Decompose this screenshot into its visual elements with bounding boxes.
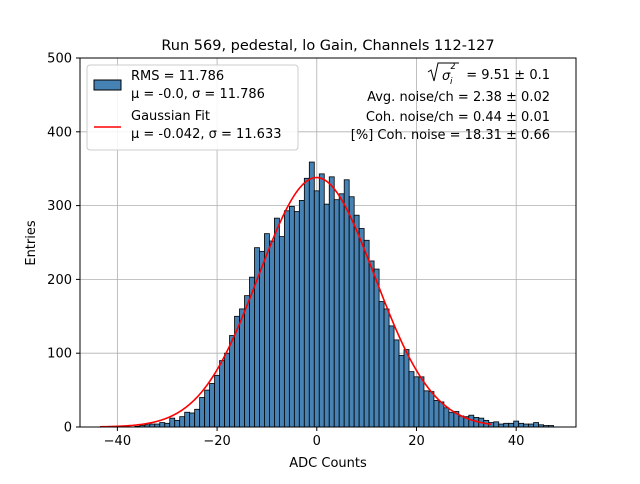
y-tick-label: 0: [64, 421, 72, 436]
histogram-bar: [433, 400, 440, 428]
histogram-bar: [508, 422, 515, 428]
histogram-bar: [189, 412, 196, 428]
noise-annotations: σ 2 i = 9.51 ± 0.1 Avg. noise/ch = 2.38 …: [351, 62, 550, 143]
histogram-bar: [323, 203, 330, 428]
histogram-bar: [269, 240, 275, 428]
coherent-noise-percent-text: [%] Coh. noise = 18.31 ± 0.66: [351, 128, 550, 143]
histogram-bar: [169, 417, 176, 428]
histogram-bar: [388, 325, 395, 428]
x-tick-label: 0: [313, 434, 321, 449]
sqrt-symbol-icon: [427, 62, 459, 82]
histogram-bar: [274, 217, 280, 428]
histogram-bar: [293, 211, 300, 428]
histogram-bar: [448, 411, 455, 428]
histogram-bar: [428, 391, 435, 428]
coherent-noise-text: Coh. noise/ch = 0.44 ± 0.01: [366, 110, 550, 125]
histogram-bar: [533, 422, 540, 428]
histogram-bar: [278, 236, 285, 428]
histogram-bar: [194, 408, 201, 428]
histogram-bar: [199, 397, 206, 428]
histogram-bar: [363, 239, 370, 428]
histogram-bar: [348, 196, 355, 428]
histogram-bar: [303, 177, 310, 428]
gaussian-fit-curve: [99, 176, 492, 428]
histogram-bar: [224, 352, 230, 428]
histogram-bar: [343, 179, 350, 428]
histogram-bar: [503, 422, 510, 428]
histogram-bar: [219, 360, 225, 428]
y-tick-label: 200: [47, 273, 72, 288]
histogram-bar: [368, 260, 375, 428]
histogram-bar: [338, 193, 345, 428]
histogram-bar: [373, 268, 380, 428]
histogram-bar: [353, 214, 360, 428]
y-tick-label: 400: [47, 125, 72, 140]
histogram-bar: [244, 295, 250, 428]
legend-box: [86, 64, 299, 151]
y-axis-label: Entries: [24, 220, 39, 266]
histogram-bar: [264, 233, 270, 428]
x-tick-label: 20: [408, 434, 425, 449]
x-tick-label: 40: [508, 434, 525, 449]
histogram-bar: [318, 173, 325, 428]
histogram-bar: [358, 228, 365, 428]
histogram-bar: [518, 422, 525, 428]
x-tick-label: −20: [203, 434, 230, 449]
x-axis-label: ADC Counts: [289, 456, 367, 471]
histogram-bar: [403, 349, 410, 428]
avg-noise-text: Avg. noise/ch = 2.38 ± 0.02: [367, 90, 550, 105]
histogram-bar: [378, 301, 385, 428]
histogram-bar: [159, 422, 166, 428]
histogram-bar: [328, 176, 335, 428]
histogram-bar: [239, 308, 245, 428]
histogram-bar: [438, 401, 445, 428]
histogram-bar: [283, 210, 290, 428]
y-tick-label: 500: [47, 52, 72, 67]
y-tick-label: 300: [47, 199, 72, 214]
x-tick-label: −40: [104, 434, 131, 449]
legend-fit-stats: μ = -0.042, σ = 11.633: [131, 127, 281, 142]
histogram-bar: [179, 416, 186, 428]
histogram-bar: [493, 421, 500, 428]
histogram-bar: [259, 250, 265, 428]
histogram-bar: [443, 407, 450, 428]
histogram-bar: [249, 276, 255, 428]
legend-fit-label: Gaussian Fit: [131, 109, 210, 124]
histogram-bar: [298, 200, 305, 428]
histogram-bar: [408, 371, 415, 428]
y-tick-label: 100: [47, 347, 72, 362]
histogram-bar: [174, 419, 181, 428]
sigma-symbol: σ: [442, 69, 451, 84]
histogram-bar: [214, 374, 220, 428]
histogram-bar: [423, 390, 430, 428]
histogram-bar: [184, 411, 191, 428]
histogram-bar: [513, 420, 520, 428]
histogram-bar: [313, 190, 320, 428]
legend-histogram-swatch: [93, 79, 122, 91]
histogram-bar: [398, 355, 405, 428]
sigma-superscript: 2: [450, 62, 456, 72]
histogram-bar: [229, 335, 235, 428]
histogram-bar: [418, 376, 425, 428]
legend: RMS = 11.786 μ = -0.0, σ = 11.786 Gaussi…: [86, 64, 299, 151]
histogram-bar: [308, 161, 315, 428]
histogram-bar: [204, 389, 211, 428]
histogram-bar: [288, 205, 295, 428]
sigma-subscript: i: [450, 77, 453, 87]
legend-rms-label: RMS = 11.786: [131, 69, 224, 84]
histogram-bar: [393, 339, 400, 428]
sigma-squared-value: = 9.51 ± 0.1: [466, 68, 550, 83]
histogram-bar: [209, 383, 215, 428]
histogram-bar: [383, 308, 390, 428]
histogram-bar: [164, 422, 171, 428]
legend-rms-stats: μ = -0.0, σ = 11.786: [131, 87, 265, 102]
histogram-bar: [413, 376, 420, 428]
histogram-bar: [333, 199, 340, 428]
plot-frame: [79, 57, 577, 428]
chart-title: Run 569, pedestal, lo Gain, Channels 112…: [161, 38, 494, 54]
histogram-bars: [134, 161, 554, 428]
